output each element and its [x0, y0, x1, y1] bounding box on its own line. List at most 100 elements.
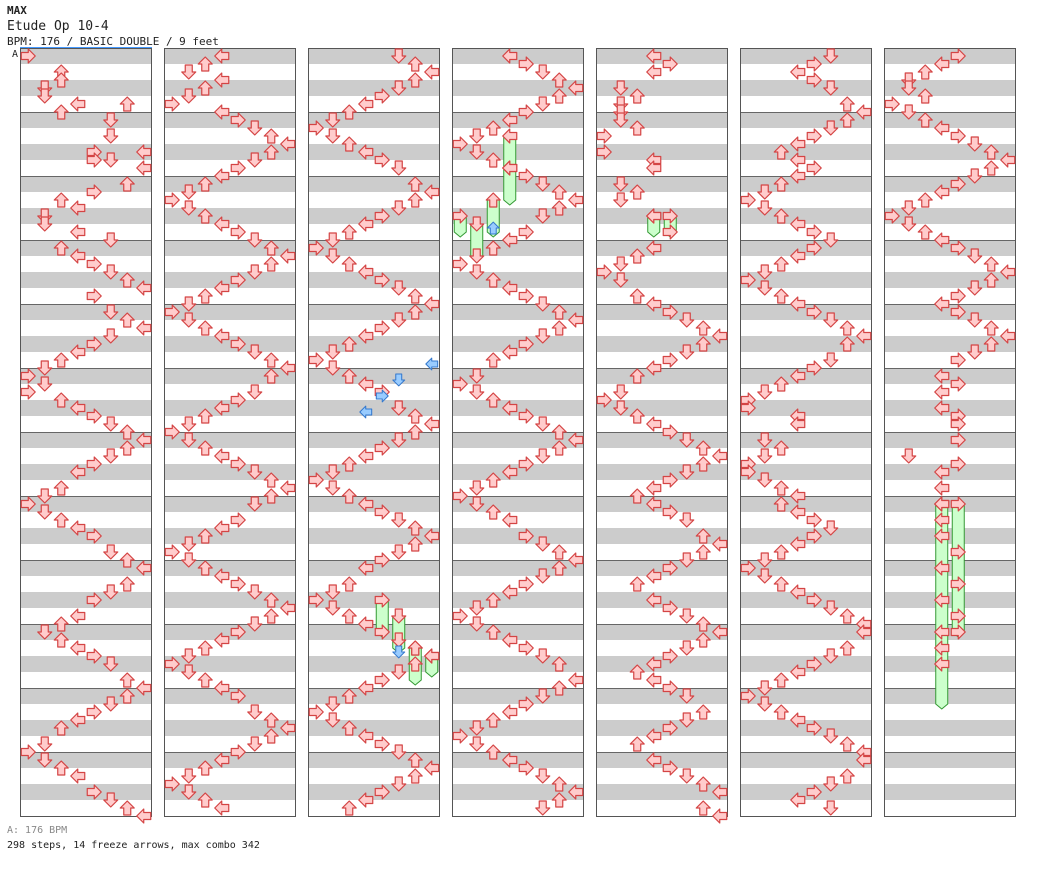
step-arrow-right	[214, 328, 230, 344]
step-arrow-right	[358, 680, 374, 696]
chart-column	[308, 48, 440, 817]
step-arrow-up	[53, 392, 69, 408]
beat-stripe	[740, 464, 872, 480]
step-arrow-left	[740, 560, 756, 576]
step-arrow-right	[214, 104, 230, 120]
step-arrow-left	[518, 336, 534, 352]
beat-stripe	[164, 688, 296, 704]
step-arrow-up	[197, 80, 213, 96]
step-arrow-up	[341, 576, 357, 592]
beat-stripe	[596, 112, 728, 128]
beat-stripe	[452, 112, 584, 128]
beat-stripe	[308, 448, 440, 464]
step-arrow-right	[1000, 328, 1016, 344]
beat-stripe	[164, 368, 296, 384]
beat-stripe	[596, 80, 728, 96]
step-arrow-up	[485, 712, 501, 728]
beat-stripe	[20, 592, 152, 608]
step-arrow-up	[485, 472, 501, 488]
step-arrow-down	[391, 280, 407, 296]
step-arrow-down	[469, 480, 485, 496]
step-arrow-up	[695, 632, 711, 648]
step-arrow-left	[452, 136, 468, 152]
step-arrow-up	[695, 800, 711, 816]
step-arrow-up	[485, 152, 501, 168]
step-arrow-left	[164, 192, 180, 208]
step-arrow-down	[325, 696, 341, 712]
step-arrow-down	[823, 120, 839, 136]
step-arrow-up	[119, 272, 135, 288]
step-arrow-down	[391, 200, 407, 216]
step-arrow-down	[535, 768, 551, 784]
step-arrow-up	[119, 440, 135, 456]
step-arrow-down	[613, 176, 629, 192]
step-arrow-down	[181, 88, 197, 104]
beat-stripe	[740, 752, 872, 768]
beat-stripe	[20, 48, 152, 64]
step-arrow-right	[424, 184, 440, 200]
beat-stripe	[596, 288, 728, 304]
step-arrow-left	[518, 168, 534, 184]
step-arrow-down	[967, 136, 983, 152]
beat-stripe	[308, 464, 440, 480]
step-arrow-right	[712, 808, 728, 824]
step-arrow-down	[679, 688, 695, 704]
step-arrow-right	[280, 600, 296, 616]
beat-stripe	[884, 448, 1016, 464]
step-arrow-left	[20, 48, 36, 64]
beat-stripe	[740, 80, 872, 96]
step-arrow-up	[551, 304, 567, 320]
step-arrow-up	[341, 256, 357, 272]
step-arrow-up	[839, 768, 855, 784]
step-arrow-right	[934, 464, 950, 480]
beat-stripe	[308, 160, 440, 176]
chart-info: BPM: 176 / BASIC DOUBLE / 9 feet	[7, 35, 219, 48]
step-arrow-right	[568, 552, 584, 568]
step-arrow-left	[950, 576, 966, 592]
step-arrow-left	[806, 656, 822, 672]
step-arrow-left	[740, 272, 756, 288]
step-arrow-left	[950, 240, 966, 256]
beat-stripe	[452, 320, 584, 336]
step-arrow-right	[712, 328, 728, 344]
step-arrow-right	[502, 344, 518, 360]
beat-stripe	[596, 752, 728, 768]
step-arrow-up	[485, 744, 501, 760]
beat-stripe	[596, 480, 728, 496]
step-arrow-right	[358, 448, 374, 464]
beat-stripe	[452, 800, 584, 816]
step-arrow-right	[934, 480, 950, 496]
step-arrow-down	[469, 600, 485, 616]
beat-stripe	[596, 176, 728, 192]
step-arrow-right	[1000, 152, 1016, 168]
step-arrow-left	[230, 336, 246, 352]
beat-stripe	[884, 720, 1016, 736]
beat-stripe	[884, 96, 1016, 112]
freeze-head-down	[391, 608, 407, 624]
step-arrow-down	[967, 168, 983, 184]
step-arrow-up	[263, 240, 279, 256]
step-arrow-down	[679, 512, 695, 528]
beat-stripe	[308, 272, 440, 288]
step-arrow-down	[247, 232, 263, 248]
step-arrow-left	[86, 256, 102, 272]
step-arrow-right	[502, 112, 518, 128]
column-border	[740, 48, 872, 817]
beat-stripe	[20, 512, 152, 528]
step-arrow-down	[757, 448, 773, 464]
beat-stripe	[20, 272, 152, 288]
step-arrow-left	[950, 544, 966, 560]
step-arrow-right	[646, 64, 662, 80]
step-arrow-left	[596, 128, 612, 144]
step-arrow-right	[712, 536, 728, 552]
beat-stripe	[20, 224, 152, 240]
step-arrow-right	[790, 368, 806, 384]
step-arrow-down	[757, 552, 773, 568]
beat-stripe	[884, 752, 1016, 768]
beat-stripe	[20, 480, 152, 496]
step-arrow-down	[679, 552, 695, 568]
step-arrow-up	[773, 256, 789, 272]
step-arrow-down	[247, 120, 263, 136]
beat-stripe	[884, 320, 1016, 336]
beat-stripe	[596, 416, 728, 432]
